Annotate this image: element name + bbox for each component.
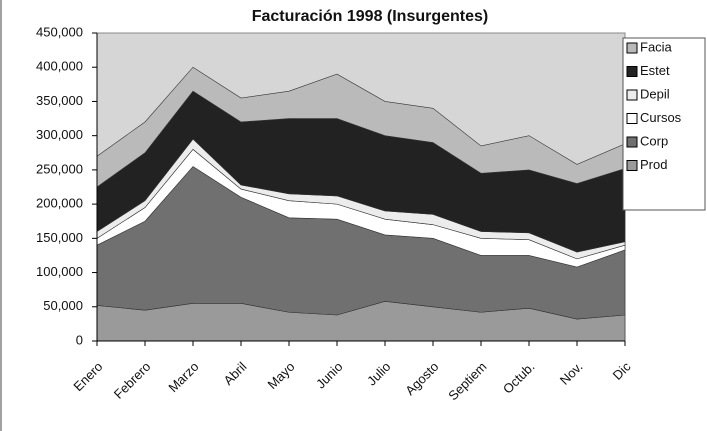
x-tick-label: Mayo xyxy=(264,359,297,392)
legend-label: Prod xyxy=(640,157,667,172)
x-tick-label: Febrero xyxy=(111,359,154,402)
x-tick-label: Agosto xyxy=(402,359,441,398)
y-tick-label: 150,000 xyxy=(36,230,83,245)
x-tick-label: Octub. xyxy=(500,359,538,397)
y-tick-label: 0 xyxy=(76,332,83,347)
x-tick-label: Junio xyxy=(313,359,346,392)
legend-swatch xyxy=(626,89,638,101)
y-tick-label: 350,000 xyxy=(36,93,83,108)
legend-label: Corp xyxy=(640,133,668,148)
x-tick-label: Enero xyxy=(70,359,105,394)
y-tick-label: 450,000 xyxy=(36,24,83,39)
legend-swatch xyxy=(626,160,638,171)
y-tick-label: 200,000 xyxy=(36,196,83,211)
y-tick-label: 250,000 xyxy=(36,161,83,176)
legend-swatch xyxy=(626,136,638,148)
legend-swatch xyxy=(626,113,638,124)
legend-label: Depil xyxy=(640,86,670,101)
y-tick-label: 400,000 xyxy=(36,59,83,74)
x-tick-label: Septiem xyxy=(445,359,489,403)
x-tick-label: Dic xyxy=(610,359,634,383)
x-tick-label: Marzo xyxy=(165,359,201,395)
legend-label: Facia xyxy=(640,39,673,54)
x-tick-label: Nov. xyxy=(557,359,586,388)
x-tick-label: Julio xyxy=(364,359,394,389)
y-tick-label: 100,000 xyxy=(36,264,83,279)
y-tick-label: 300,000 xyxy=(36,127,83,142)
y-tick-label: 50,000 xyxy=(43,298,83,313)
legend-swatch xyxy=(626,42,638,54)
chart-title: Facturación 1998 (Insurgentes) xyxy=(252,8,489,25)
legend-label: Cursos xyxy=(640,110,682,125)
legend-label: Estet xyxy=(640,63,670,78)
x-tick-label: Abril xyxy=(221,359,250,388)
legend-swatch xyxy=(626,66,638,77)
